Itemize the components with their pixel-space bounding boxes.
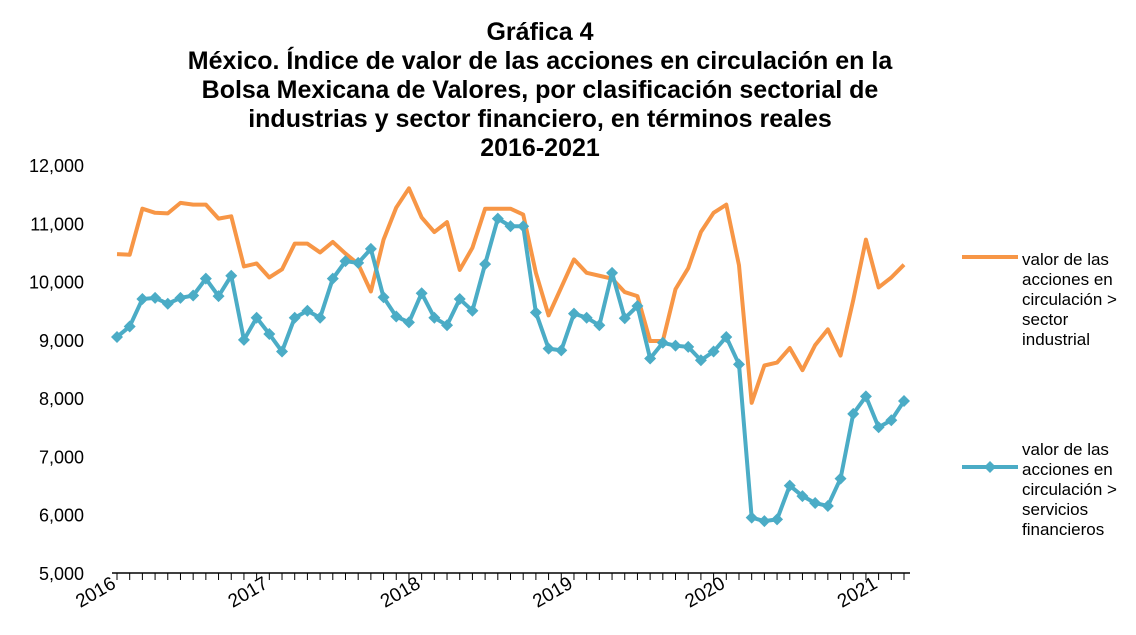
y-tick-label: 9,000	[39, 331, 84, 351]
series-marker	[809, 497, 822, 510]
series-marker	[314, 311, 327, 324]
series-marker	[263, 328, 276, 341]
chart-title: industrias y sector financiero, en térmi…	[248, 105, 832, 133]
series-marker	[631, 300, 644, 313]
y-tick-label: 7,000	[39, 447, 84, 467]
series-marker	[504, 220, 517, 233]
series-marker	[161, 297, 174, 310]
series-marker	[567, 307, 580, 320]
series-marker	[364, 242, 377, 255]
y-tick-label: 6,000	[39, 506, 84, 526]
x-tick-label: 2017	[225, 573, 272, 612]
series-marker	[644, 352, 657, 365]
series-marker	[618, 312, 631, 325]
series-marker	[377, 291, 390, 304]
series-marker	[276, 345, 289, 358]
series-marker	[415, 287, 428, 300]
series-marker	[466, 304, 479, 317]
series-marker	[720, 330, 733, 343]
x-tick-label: 2021	[834, 573, 881, 612]
series-line	[115, 216, 906, 524]
chart-title: 2016-2021	[480, 134, 600, 162]
x-tick-label: 2019	[529, 573, 576, 612]
series-marker	[783, 479, 796, 492]
series-line	[116, 186, 906, 405]
series-marker	[745, 511, 758, 524]
x-tick-label: 2018	[377, 573, 424, 612]
series-marker	[885, 414, 898, 427]
series-marker	[326, 272, 339, 285]
series-marker	[479, 258, 492, 271]
y-tick-label: 8,000	[39, 389, 84, 409]
legend-label: valor de las acciones en circulación > s…	[1022, 250, 1117, 349]
series-marker	[669, 339, 682, 352]
series-marker	[707, 345, 720, 358]
series-marker	[872, 421, 885, 434]
series-marker	[491, 212, 504, 225]
legend-label: valor de las acciones en circulación > s…	[1022, 440, 1117, 539]
series-marker	[111, 330, 123, 343]
series-marker	[250, 311, 263, 324]
chart-title: Bolsa Mexicana de Valores, por clasifica…	[202, 76, 879, 104]
series-marker	[771, 513, 784, 526]
series-marker	[758, 515, 771, 528]
series-marker	[199, 272, 212, 285]
series-marker	[237, 333, 250, 346]
series-marker	[682, 340, 695, 353]
series-marker	[898, 395, 910, 408]
series-marker	[517, 220, 530, 233]
series-marker	[834, 472, 847, 485]
series-marker	[542, 342, 555, 355]
chart-title: México. Índice de valor de las acciones …	[188, 46, 894, 75]
series-marker	[390, 310, 403, 323]
series-marker	[174, 291, 187, 304]
series-marker	[859, 390, 872, 403]
x-tick-label: 2020	[682, 573, 729, 612]
series-marker	[555, 344, 568, 357]
series-marker	[402, 316, 415, 329]
series-marker	[847, 407, 860, 420]
y-tick-label: 11,000	[30, 214, 84, 234]
y-tick-label: 10,000	[29, 273, 84, 293]
series-marker	[593, 319, 606, 332]
series-marker	[580, 311, 593, 324]
y-tick-label: 5,000	[39, 564, 84, 584]
series-marker	[288, 311, 301, 324]
chart-title: Gráfica 4	[486, 18, 593, 46]
series-marker	[694, 354, 707, 367]
legend-marker	[984, 461, 996, 473]
series-marker	[352, 256, 365, 269]
series-marker	[212, 290, 225, 303]
y-tick-label: 12,000	[29, 156, 84, 176]
series-marker	[123, 320, 136, 333]
series-marker	[453, 293, 466, 306]
series-marker	[136, 293, 149, 306]
series-marker	[149, 291, 162, 304]
series-marker	[441, 319, 454, 332]
series-marker	[656, 336, 669, 349]
series-marker	[732, 358, 745, 371]
series-marker	[796, 490, 809, 503]
series-marker	[225, 269, 238, 282]
series-marker	[606, 266, 619, 279]
series-marker	[821, 499, 834, 512]
series-marker	[339, 255, 352, 268]
series-marker	[428, 311, 441, 324]
series-marker	[301, 304, 314, 317]
series-marker	[529, 306, 542, 319]
series-marker	[187, 289, 200, 302]
